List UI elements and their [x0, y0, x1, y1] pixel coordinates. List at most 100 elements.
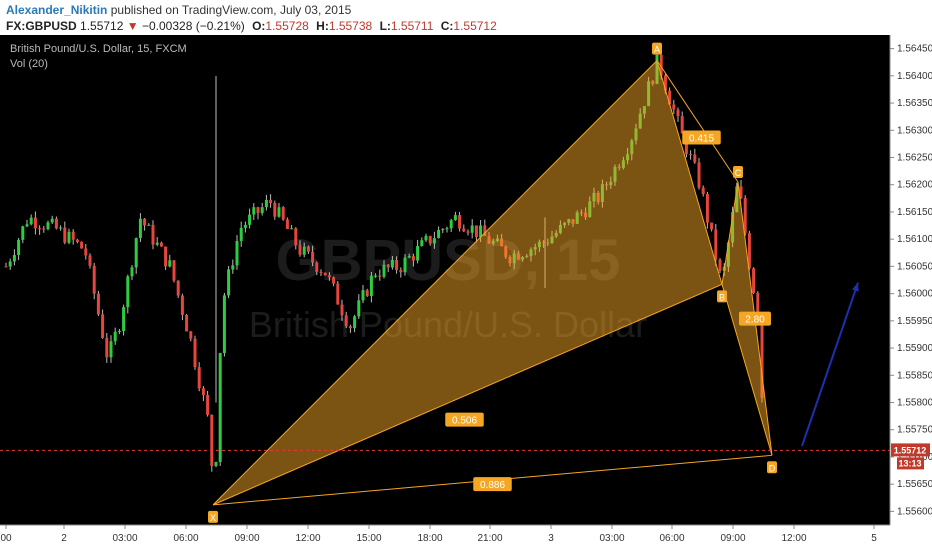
candle-down [96, 293, 100, 315]
candle-up [382, 264, 386, 277]
price-chart[interactable]: GBPUSD, 15 British Pound/U.S. Dollar 0.4… [0, 35, 932, 550]
pattern-point-label: B [719, 292, 725, 302]
author-link[interactable]: Alexander_Nikitin [6, 3, 108, 17]
candle-down [344, 315, 348, 327]
candle-down [327, 275, 331, 278]
candle-up [231, 265, 235, 270]
candle-down [663, 75, 667, 91]
candle-down [38, 228, 42, 230]
candle-down [269, 199, 273, 204]
candle-down [697, 162, 701, 188]
current-price-label: 1.55712 [894, 445, 927, 455]
price-tick-label: 1.55800 [897, 398, 932, 409]
candle-up [46, 222, 50, 230]
volume-indicator-label[interactable]: Vol (20) [10, 58, 48, 70]
candle-up [227, 269, 231, 296]
candle-up [432, 238, 436, 244]
candle-up [117, 331, 121, 333]
candle-down [63, 227, 67, 243]
candle-down [151, 224, 155, 245]
candle-up [126, 276, 130, 308]
candle-down [378, 275, 382, 277]
candle-down [172, 260, 176, 281]
price-tick-label: 1.56200 [897, 180, 932, 191]
candle-up [357, 300, 361, 317]
down-arrow-icon: ▼ [126, 19, 139, 33]
candle-down [659, 54, 663, 76]
candle-up [437, 229, 441, 239]
candle-down [458, 215, 462, 229]
candle-up [374, 275, 378, 277]
candle-up [59, 227, 63, 229]
candle-down [105, 337, 109, 358]
price-tick-label: 1.55650 [897, 479, 932, 490]
pattern-triangle-xab [212, 59, 723, 506]
candle-up [239, 227, 243, 242]
time-tick-label: 18:00 [417, 533, 442, 544]
candle-down [718, 259, 722, 271]
candle-down [323, 272, 327, 276]
candle-down [680, 116, 684, 134]
high-label: H: [316, 19, 329, 33]
candle-down [315, 262, 319, 272]
projection-arrow [801, 282, 859, 447]
price-tick-label: 1.55850 [897, 370, 932, 381]
close-label: C: [440, 19, 454, 33]
candle-down [159, 242, 163, 247]
candle-up [21, 226, 25, 240]
candle-down [760, 319, 764, 399]
candle-up [453, 215, 457, 221]
publish-info: Alexander_Nikitin published on TradingVi… [6, 3, 351, 17]
candle-up [416, 245, 420, 261]
symbol-name[interactable]: FX:GBPUSD [6, 19, 77, 33]
candle-down [705, 194, 709, 223]
candle-up [449, 220, 453, 229]
pattern-point-label: X [210, 513, 216, 523]
time-tick-label: 09:00 [234, 533, 259, 544]
time-tick-label: 5 [871, 533, 877, 544]
candle-down [752, 268, 756, 293]
pattern-point-badge [208, 510, 218, 523]
candle-down [336, 283, 340, 305]
candle-down [701, 187, 705, 195]
candle-down [197, 367, 201, 389]
candle-down [340, 304, 344, 316]
candle-down [676, 109, 680, 117]
price-tick-label: 1.56400 [897, 71, 932, 82]
candle-up [134, 238, 138, 268]
pattern-ratio-badge [682, 130, 721, 145]
candle-up [353, 316, 357, 329]
time-tick-label: 12:00 [295, 533, 320, 544]
candle-up [130, 267, 134, 277]
candle-up [25, 224, 29, 227]
current-price-tag [891, 443, 930, 457]
chart-legend-title: British Pound/U.S. Dollar, 15, FXCM [10, 43, 187, 55]
candle-up [50, 218, 54, 223]
harmonic-pattern[interactable]: 0.415 0.506 2.80 0.886 X A B C D [208, 42, 859, 523]
candle-down [311, 251, 315, 263]
candle-up [470, 225, 474, 233]
pattern-ratio-label: 0.415 [689, 133, 714, 144]
candle-down [399, 269, 403, 273]
pattern-point-label: A [654, 45, 660, 55]
price-tick-label: 1.55600 [897, 506, 932, 517]
candle-up [218, 352, 222, 463]
candle-up [17, 239, 21, 256]
candle-down [474, 225, 478, 238]
candle-up [479, 225, 483, 238]
candle-down [201, 388, 205, 396]
candle-down [756, 292, 760, 320]
pattern-ratio-label: 0.506 [452, 416, 477, 427]
time-tick-label: 06:00 [659, 533, 684, 544]
candle-down [54, 218, 58, 229]
candle-up [252, 207, 256, 215]
candle-up [369, 275, 373, 297]
arrow-head-icon [851, 282, 859, 292]
countdown-tag [897, 457, 924, 470]
candle-up [8, 261, 12, 267]
chart-container[interactable]: GBPUSD, 15 British Pound/U.S. Dollar 0.4… [0, 35, 932, 550]
candle-down [466, 231, 470, 233]
candle-down [210, 414, 214, 466]
candle-up [214, 462, 218, 466]
candle-up [29, 217, 33, 225]
